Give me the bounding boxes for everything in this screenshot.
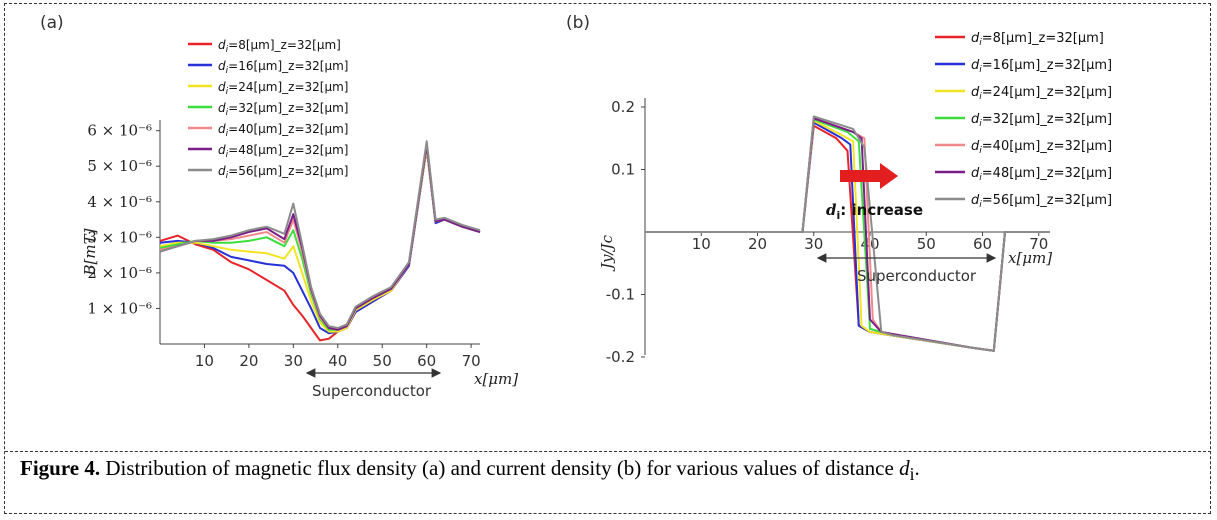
y-tick-label-a: 2 × 10⁻⁶ [87,264,152,282]
caption-text: Distribution of magnetic flux density (a… [100,456,900,480]
y-axis-title-b: Jy/Jc [598,234,616,272]
chart-panel-b: 10 20 30 40 50 60 70 0.20.1-0.1-0.2 Supercondu… [598,31,1112,366]
caption-label: Figure 4. [20,456,101,480]
y-tick-label-b: 0.1 [611,161,635,179]
superconductor-label-b: Superconductor [857,267,977,285]
legend-a: di=8[μm]_z=32[μm] di=16[μm]_z=32[μm] di=24… [188,38,348,181]
legend-entry: di=16[μm]_z=32[μm] [218,59,348,76]
x-tick-label-a: 70 [462,352,481,370]
legend-entry: di=24[μm]_z=32[μm] [218,80,348,97]
x-tick-label-a: 60 [417,352,436,370]
y-tick-label-a: 3 × 10⁻⁶ [87,228,152,246]
x-tick-label-b: 70 [1029,235,1048,253]
y-tick-label-b: 0.2 [611,98,635,116]
x-tick-label-b: 50 [917,235,936,253]
series-line-a-7 [159,140,481,329]
y-tick-label-a: 5 × 10⁻⁶ [87,157,152,175]
chart-panel-a: 10 20 30 40 50 60 70 1 × 10⁻⁶ 2 × 10⁻⁶ 3 × 10⁻⁶ 4… [81,38,518,400]
x-tick-label-b: 60 [973,235,992,253]
increase-arrow-icon [840,163,898,189]
caption-divider [5,451,1211,452]
legend-entry: di=24[μm]_z=32[μm] [971,85,1112,102]
y-axis-title-a: B[mT] [81,228,99,276]
increase-annotation: di: increase [826,201,923,222]
legend-entry: di=8[μm]_z=32[μm] [971,31,1104,48]
y-tick-label-b: -0.1 [606,286,635,304]
figure-frame [4,3,1211,514]
y-tick-label-a: 6 × 10⁻⁶ [87,122,152,140]
x-tick-label-a: 30 [284,352,303,370]
legend-entry: di=48[μm]_z=32[μm] [218,143,348,160]
caption-subscript: i [909,464,915,485]
x-tick-label-a: 50 [373,352,392,370]
x-tick-label-b: 20 [748,235,767,253]
figure-canvas: (a) (b) 10 20 30 40 50 60 70 1 × 10⁻⁶ 2 × 10⁻⁶ 3… [40,13,1112,400]
x-tick-label-a: 40 [328,352,347,370]
y-tick-label-a: 1 × 10⁻⁶ [87,299,152,317]
legend-entry: di=8[μm]_z=32[μm] [218,38,341,55]
x-axis-title-a: x[μm] [474,370,518,388]
figure-caption: Figure 4. Distribution of magnetic flux … [20,456,1190,487]
caption-symbol: d [899,456,910,480]
legend-entry: di=32[μm]_z=32[μm] [218,101,348,118]
x-tick-label-b: 30 [804,235,823,253]
x-tick-label-a: 10 [195,352,214,370]
panel-label-b: (b) [566,13,590,33]
legend-entry: di=48[μm]_z=32[μm] [971,166,1112,183]
series-line-b-7 [645,115,1050,352]
x-tick-label-a: 20 [239,352,258,370]
legend-entry: di=56[μm]_z=32[μm] [971,193,1112,210]
legend-entry: di=16[μm]_z=32[μm] [971,58,1112,75]
y-tick-label-b: -0.2 [606,348,635,366]
legend-entry: di=56[μm]_z=32[μm] [218,164,348,181]
caption-end: . [914,456,920,480]
legend-entry: di=40[μm]_z=32[μm] [218,122,348,139]
panel-label-a: (a) [40,13,64,33]
x-tick-label-b: 10 [692,235,711,253]
y-tick-label-a: 4 × 10⁻⁶ [87,193,152,211]
superconductor-label-a: Superconductor [312,382,432,400]
x-axis-title-b: x[μm] [1008,249,1052,267]
legend-entry: di=32[μm]_z=32[μm] [971,112,1112,129]
legend-entry: di=40[μm]_z=32[μm] [971,139,1112,156]
legend-b: di=8[μm]_z=32[μm] di=16[μm]_z=32[μm] di=24… [935,31,1112,210]
